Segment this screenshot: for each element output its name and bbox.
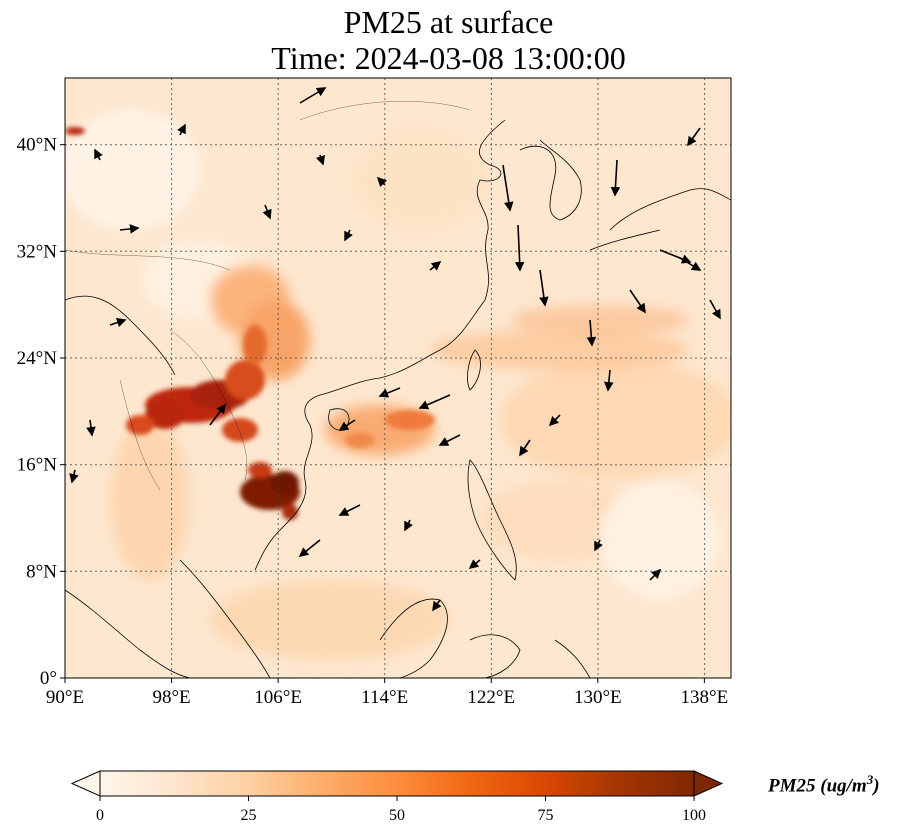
lon-tick-label: 106°E	[254, 687, 302, 708]
lon-tick-label: 130°E	[574, 687, 622, 708]
map-frame	[64, 77, 732, 679]
colorbar-tick-label: 100	[682, 807, 706, 824]
lon-tick-label: 122°E	[467, 687, 515, 708]
lat-tick-label: 16°N	[17, 455, 58, 476]
colorbar-tick-label: 25	[241, 807, 257, 824]
lat-tick-label: 0°	[40, 668, 57, 689]
lon-tick-label: 98°E	[152, 687, 190, 708]
colorbar-tick-label: 0	[96, 807, 104, 824]
colorbar: 0 25 50 75 100	[70, 770, 724, 824]
plot-title-line1: PM25 at surface	[343, 4, 554, 40]
colorbar-label: PM25 (ug/m3)	[768, 772, 880, 797]
lat-tick-label: 40°N	[17, 135, 58, 156]
colorbar-tick-label: 50	[389, 807, 405, 824]
lat-tick-label: 32°N	[17, 241, 58, 262]
pm25-field	[65, 78, 731, 678]
lat-tick-label: 8°N	[26, 561, 57, 582]
lon-tick-label: 90°E	[46, 687, 84, 708]
plot-title-line2: Time: 2024-03-08 13:00:00	[271, 40, 626, 76]
lat-tick-label: 24°N	[17, 348, 58, 369]
lon-tick-label: 114°E	[361, 687, 408, 708]
lon-tick-label: 138°E	[681, 687, 729, 708]
colorbar-tick-label: 75	[538, 807, 554, 824]
